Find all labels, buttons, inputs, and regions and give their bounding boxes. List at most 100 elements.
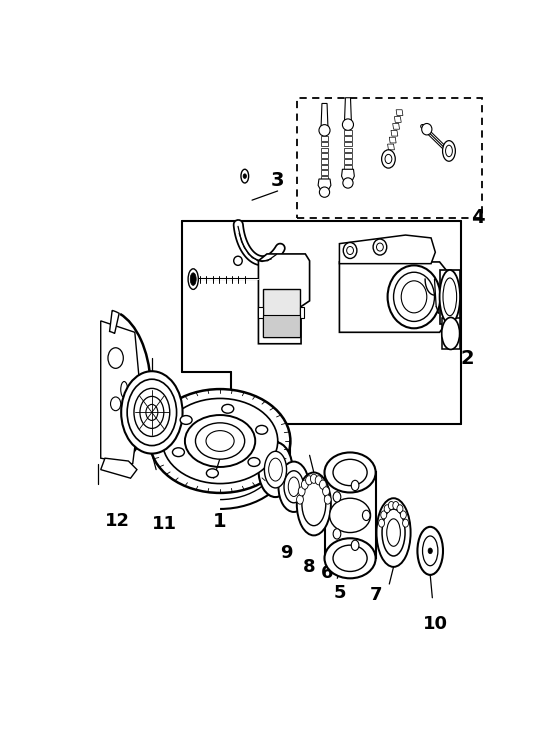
- Bar: [442, 318, 460, 349]
- Polygon shape: [386, 151, 393, 157]
- Ellipse shape: [146, 404, 158, 421]
- Ellipse shape: [256, 426, 268, 434]
- Polygon shape: [342, 169, 354, 181]
- Ellipse shape: [343, 242, 357, 259]
- Polygon shape: [263, 315, 300, 337]
- Ellipse shape: [268, 458, 282, 481]
- Ellipse shape: [333, 459, 367, 486]
- Ellipse shape: [188, 269, 199, 289]
- Ellipse shape: [185, 415, 255, 467]
- Polygon shape: [344, 142, 352, 146]
- Ellipse shape: [378, 519, 384, 527]
- Ellipse shape: [315, 476, 322, 485]
- Ellipse shape: [329, 499, 371, 533]
- Ellipse shape: [298, 487, 305, 496]
- Ellipse shape: [346, 247, 354, 255]
- Polygon shape: [300, 307, 305, 318]
- Ellipse shape: [278, 461, 309, 512]
- Circle shape: [351, 480, 359, 490]
- Polygon shape: [258, 307, 263, 318]
- Text: 5: 5: [333, 583, 345, 602]
- Polygon shape: [339, 262, 450, 332]
- Polygon shape: [344, 148, 352, 152]
- Ellipse shape: [443, 140, 455, 161]
- Ellipse shape: [377, 499, 411, 567]
- Ellipse shape: [296, 495, 304, 504]
- Ellipse shape: [134, 389, 170, 436]
- Ellipse shape: [162, 398, 278, 484]
- Ellipse shape: [320, 480, 326, 489]
- Polygon shape: [101, 458, 137, 478]
- Ellipse shape: [121, 381, 128, 398]
- Ellipse shape: [401, 281, 427, 313]
- Ellipse shape: [195, 423, 245, 459]
- Ellipse shape: [446, 145, 452, 157]
- Ellipse shape: [127, 379, 177, 446]
- Polygon shape: [344, 98, 351, 120]
- Ellipse shape: [111, 397, 121, 411]
- Polygon shape: [339, 235, 436, 264]
- Ellipse shape: [443, 278, 456, 316]
- Ellipse shape: [333, 545, 367, 571]
- Polygon shape: [109, 311, 119, 334]
- Ellipse shape: [180, 415, 192, 424]
- Circle shape: [428, 548, 432, 554]
- Ellipse shape: [248, 458, 260, 467]
- Ellipse shape: [206, 469, 218, 478]
- Ellipse shape: [121, 372, 183, 453]
- Ellipse shape: [377, 243, 383, 251]
- Polygon shape: [389, 137, 396, 143]
- Ellipse shape: [320, 187, 329, 198]
- Ellipse shape: [301, 480, 308, 489]
- Ellipse shape: [381, 511, 387, 519]
- Ellipse shape: [417, 527, 443, 575]
- Text: 6: 6: [321, 564, 333, 582]
- Ellipse shape: [403, 519, 409, 527]
- Ellipse shape: [288, 477, 299, 496]
- Ellipse shape: [384, 504, 390, 513]
- Polygon shape: [101, 321, 139, 464]
- Polygon shape: [321, 176, 328, 181]
- Text: 2: 2: [460, 348, 474, 368]
- Ellipse shape: [241, 169, 249, 183]
- Polygon shape: [321, 103, 328, 126]
- Polygon shape: [321, 170, 328, 175]
- Ellipse shape: [258, 442, 293, 497]
- Ellipse shape: [306, 476, 312, 485]
- Circle shape: [333, 492, 341, 502]
- Ellipse shape: [422, 123, 432, 135]
- Text: 3: 3: [271, 171, 284, 190]
- Ellipse shape: [394, 272, 435, 322]
- Ellipse shape: [393, 502, 399, 510]
- Polygon shape: [263, 289, 300, 337]
- Ellipse shape: [324, 495, 331, 504]
- Circle shape: [362, 510, 370, 521]
- Polygon shape: [321, 153, 328, 158]
- Ellipse shape: [343, 178, 353, 188]
- Ellipse shape: [343, 119, 354, 130]
- Bar: [297, 98, 482, 218]
- Polygon shape: [344, 130, 352, 135]
- Circle shape: [333, 529, 341, 539]
- Ellipse shape: [284, 471, 304, 503]
- Ellipse shape: [388, 502, 394, 510]
- Ellipse shape: [150, 389, 290, 493]
- Polygon shape: [344, 153, 352, 158]
- Polygon shape: [321, 159, 328, 163]
- Polygon shape: [393, 123, 399, 129]
- Ellipse shape: [324, 538, 376, 578]
- Ellipse shape: [373, 239, 387, 255]
- Ellipse shape: [297, 473, 331, 536]
- Bar: [324, 473, 376, 558]
- Ellipse shape: [302, 482, 326, 526]
- Ellipse shape: [206, 431, 234, 452]
- Ellipse shape: [422, 536, 438, 565]
- Ellipse shape: [382, 509, 405, 556]
- Ellipse shape: [319, 125, 330, 136]
- Polygon shape: [344, 159, 352, 163]
- Text: 7: 7: [370, 586, 382, 605]
- Ellipse shape: [400, 511, 406, 519]
- Ellipse shape: [190, 273, 196, 285]
- Polygon shape: [321, 136, 328, 140]
- Ellipse shape: [388, 265, 441, 328]
